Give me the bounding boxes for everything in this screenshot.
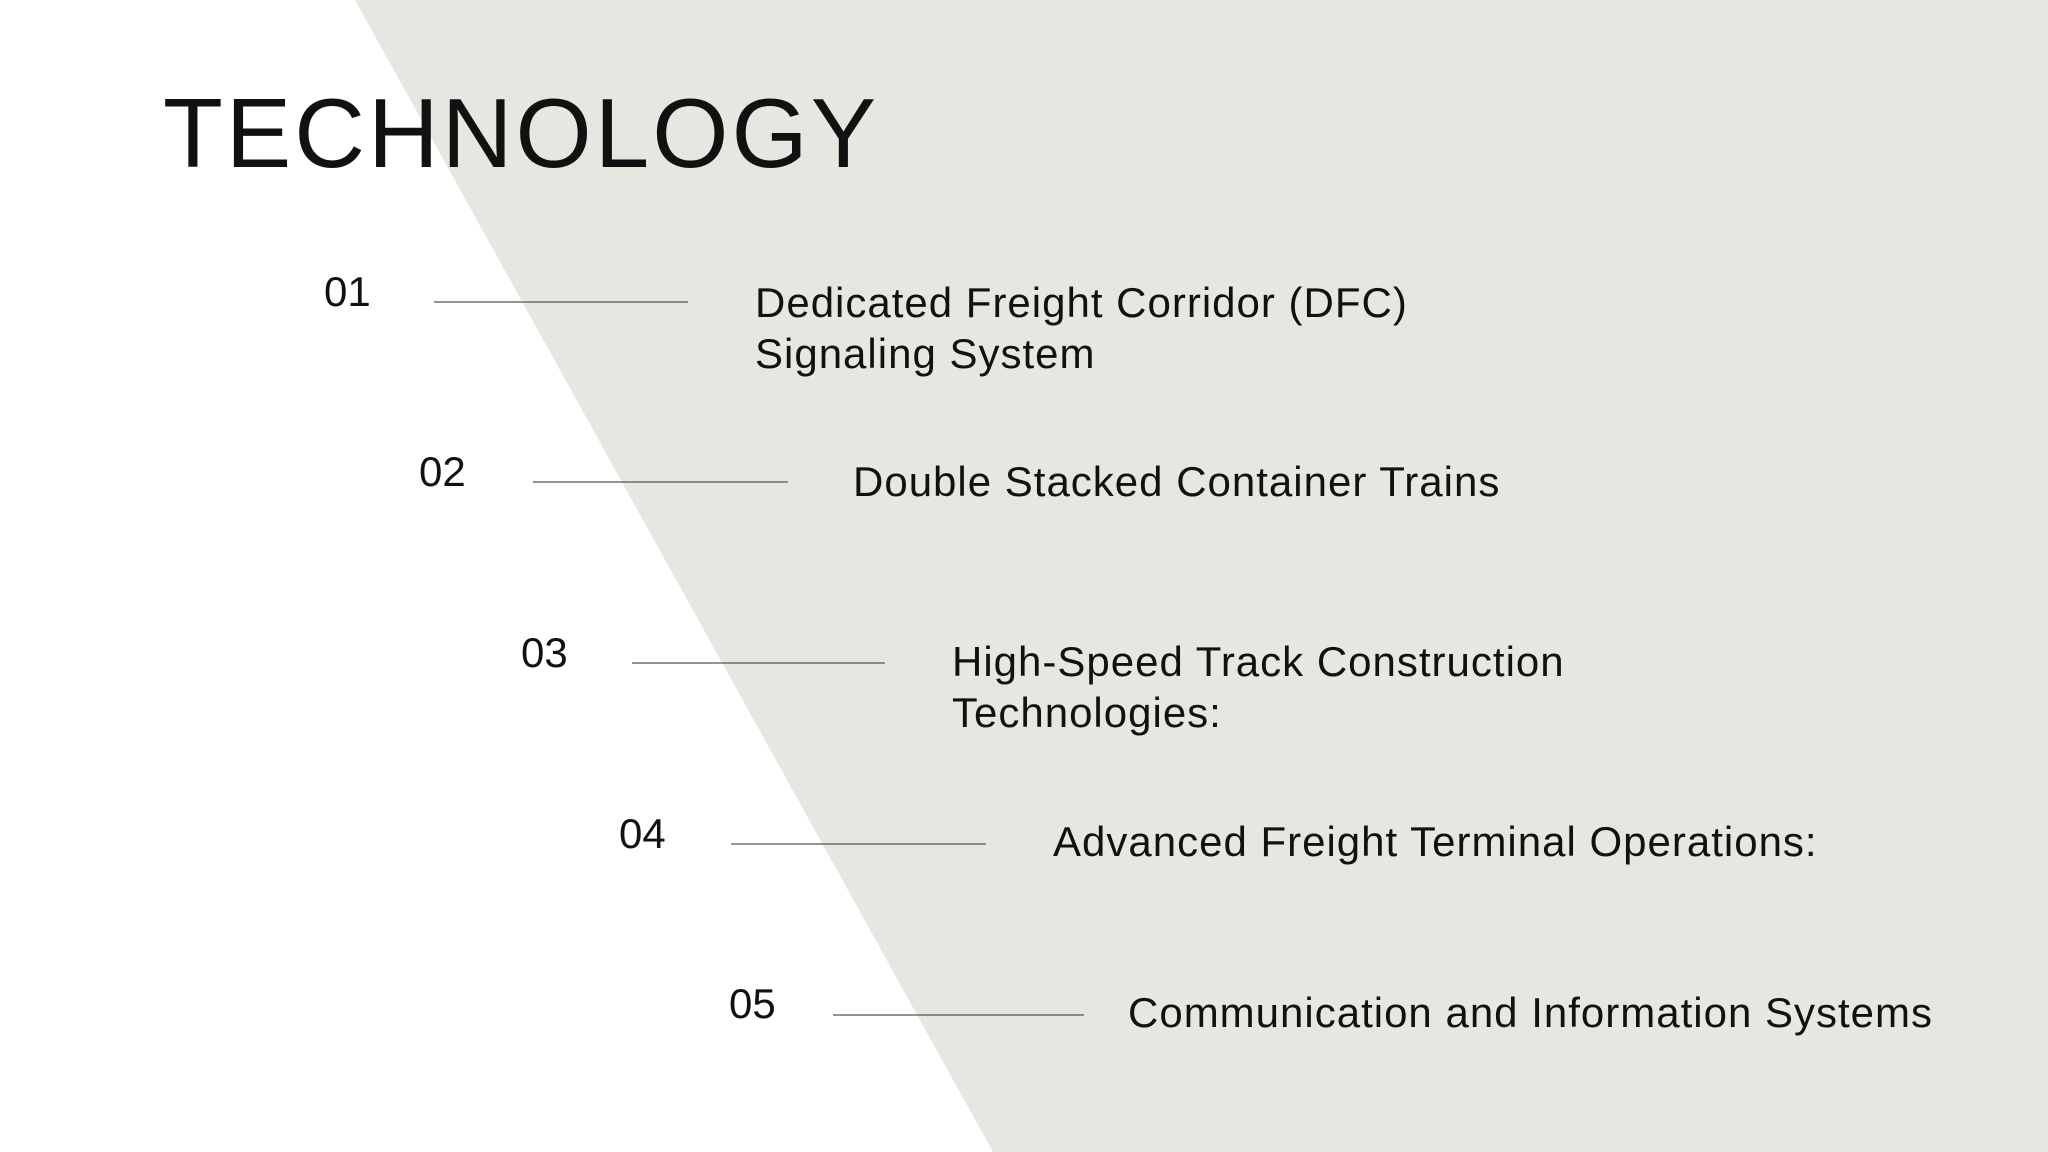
item-number: 04 [619, 810, 666, 857]
item-number: 05 [729, 980, 776, 1027]
item-text: Signaling System [755, 330, 1096, 377]
item-number: 02 [419, 448, 466, 495]
title: TECHNOLOGY [163, 78, 879, 188]
background-shape [355, 0, 2048, 1152]
item-number: 01 [324, 268, 371, 315]
item-text: Double Stacked Container Trains [853, 458, 1500, 505]
item-text: High-Speed Track Construction [952, 638, 1565, 685]
item-text: Advanced Freight Terminal Operations: [1053, 818, 1818, 865]
item-text: Technologies: [952, 689, 1222, 736]
item-text: Dedicated Freight Corridor (DFC) [755, 279, 1408, 326]
item-text: Communication and Information Systems [1128, 989, 1933, 1036]
item-number: 03 [521, 629, 568, 676]
